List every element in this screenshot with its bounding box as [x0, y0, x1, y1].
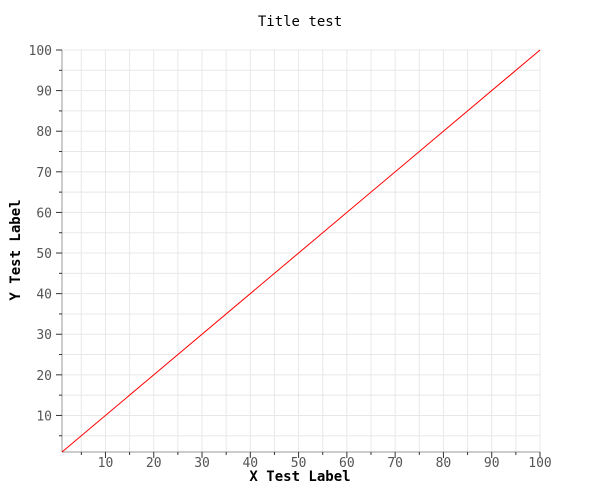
series-layer [61, 49, 541, 453]
x-tick-label: 30 [194, 456, 210, 471]
x-tick-label: 100 [528, 456, 551, 471]
x-tick-label: 70 [387, 456, 403, 471]
x-tick-label: 60 [339, 456, 355, 471]
y-tick-label: 30 [36, 328, 52, 343]
x-tick-label: 80 [436, 456, 452, 471]
x-tick-label: 90 [484, 456, 500, 471]
x-tick-label: 40 [242, 456, 258, 471]
y-tick-label: 60 [36, 206, 52, 221]
y-tick-label: 20 [36, 369, 52, 384]
y-tick-label: 90 [36, 85, 52, 100]
chart-title: Title test [258, 14, 342, 30]
tick-labels: 10 20 30 40 50 60 70 80 90 100 10 20 30 40 50 60 70 80 90 1… [29, 44, 552, 471]
x-tick-label: 10 [98, 456, 114, 471]
y-tick-label: 80 [36, 125, 52, 140]
grid [62, 49, 541, 452]
y-tick-label: 100 [29, 44, 52, 59]
y-axis-label: Y Test Label [8, 199, 24, 300]
x-axis-label: X Test Label [249, 469, 350, 485]
y-tick-label: 10 [36, 409, 52, 424]
axes [56, 49, 541, 458]
y-tick-label: 40 [36, 288, 52, 303]
x-tick-label: 20 [146, 456, 162, 471]
y-tick-label: 70 [36, 166, 52, 181]
series-line-0 [61, 49, 541, 453]
x-tick-label: 50 [291, 456, 307, 471]
y-tick-label: 50 [36, 247, 52, 262]
